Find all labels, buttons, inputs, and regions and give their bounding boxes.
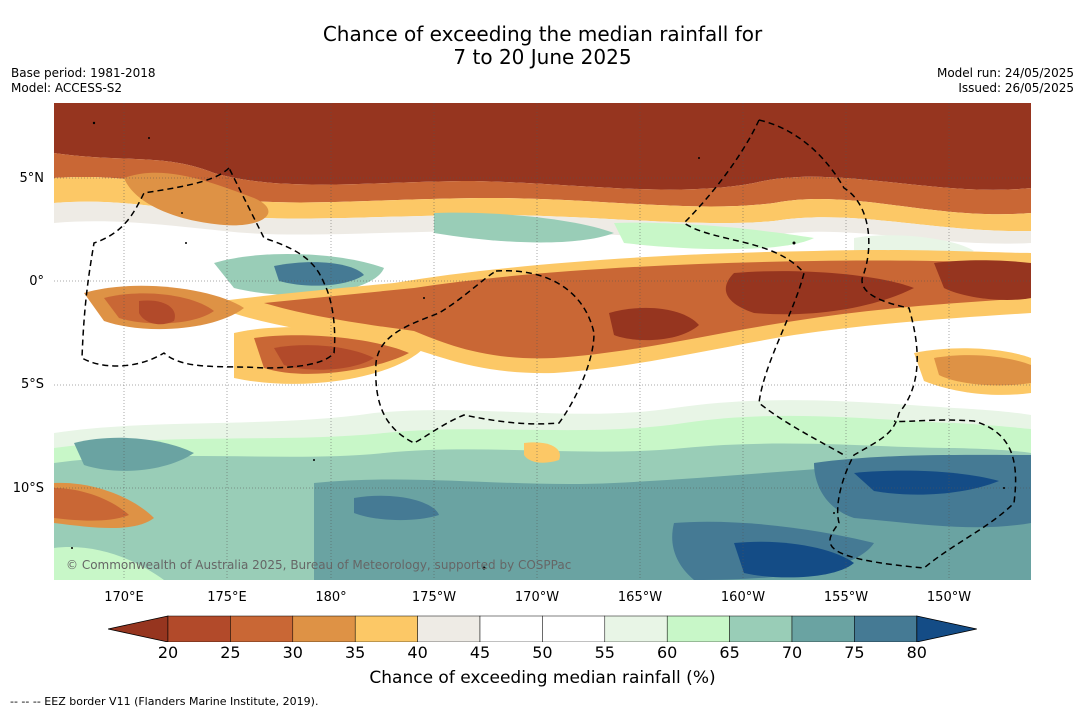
map-svg — [54, 103, 1031, 580]
equatorial-wet-patch — [214, 212, 974, 296]
colorbar-bin — [604, 615, 668, 642]
colorbar-bin — [230, 615, 294, 642]
lat-label-0: 0° — [29, 274, 44, 289]
colorbar-bin — [729, 615, 793, 642]
colorbar-lower-arrow — [108, 615, 169, 642]
southern-wet-band — [54, 400, 1031, 580]
lat-label-5s: 5°S — [20, 377, 44, 392]
colorbar-bin — [666, 615, 730, 642]
colorbar-tick-label: 60 — [657, 643, 678, 662]
lon-label-155w: 155°W — [823, 590, 869, 605]
colorbar-bin — [791, 615, 855, 642]
colorbar-bin — [417, 615, 481, 642]
colorbar-bin — [542, 615, 606, 642]
lon-label-170w: 170°W — [514, 590, 560, 605]
lat-label-10s: 10°S — [12, 481, 44, 496]
colorbar-title: Chance of exceeding median rainfall (%) — [369, 668, 716, 688]
colorbar-tick-label: 40 — [407, 643, 428, 662]
colorbar-bin — [354, 615, 418, 642]
model-run-text: Model run: 24/05/2025 — [936, 66, 1074, 80]
central-dry-band — [84, 250, 1031, 395]
eez-legend-text: -- -- -- EEZ border V11 (Flanders Marine… — [10, 695, 319, 708]
colorbar-bin — [292, 615, 356, 642]
colorbar-tick-label: 70 — [781, 643, 803, 662]
colorbar-tick-label: 55 — [594, 643, 615, 662]
islands — [71, 121, 1005, 570]
lon-label-150w: 150°W — [926, 590, 972, 605]
rainfall-probability-map — [54, 103, 1031, 580]
model-text: Model: ACCESS-S2 — [11, 81, 123, 95]
colorbar-tick-label: 45 — [469, 643, 491, 662]
colorbar-bin — [167, 615, 231, 642]
map-gridlines — [54, 103, 1031, 580]
chart-title-line1: Chance of exceeding the median rainfall … — [322, 22, 763, 46]
colorbar-tick-label: 25 — [220, 643, 241, 662]
lat-label-5n: 5°N — [19, 171, 45, 186]
colorbar-tick-label: 20 — [157, 643, 179, 662]
colorbar-bin — [854, 615, 918, 642]
lon-label-175w: 175°W — [411, 590, 457, 605]
lon-label-170e: 170°E — [104, 590, 144, 605]
lon-label-175e: 175°E — [207, 590, 247, 605]
colorbar-tick-label: 75 — [844, 643, 865, 662]
copyright-text: © Commonwealth of Australia 2025, Bureau… — [66, 558, 572, 572]
colorbar-tick-label: 65 — [719, 643, 740, 662]
colorbar — [108, 615, 977, 642]
colorbar-tick-label: 35 — [345, 643, 366, 662]
colorbar-upper-arrow — [916, 615, 977, 642]
eez-borders — [81, 119, 1017, 569]
lon-label-180: 180° — [315, 590, 347, 605]
chart-title-line2: 7 to 20 June 2025 — [453, 45, 632, 69]
issued-text: Issued: 26/05/2025 — [958, 81, 1074, 95]
base-period-text: Base period: 1981-2018 — [11, 66, 156, 80]
colorbar-tick-label: 80 — [906, 643, 927, 662]
colorbar-bin — [479, 615, 543, 642]
lon-label-160w: 160°W — [720, 590, 766, 605]
colorbar-tick-label: 30 — [282, 643, 303, 662]
colorbar-tick-label: 50 — [532, 643, 553, 662]
lon-label-165w: 165°W — [617, 590, 663, 605]
